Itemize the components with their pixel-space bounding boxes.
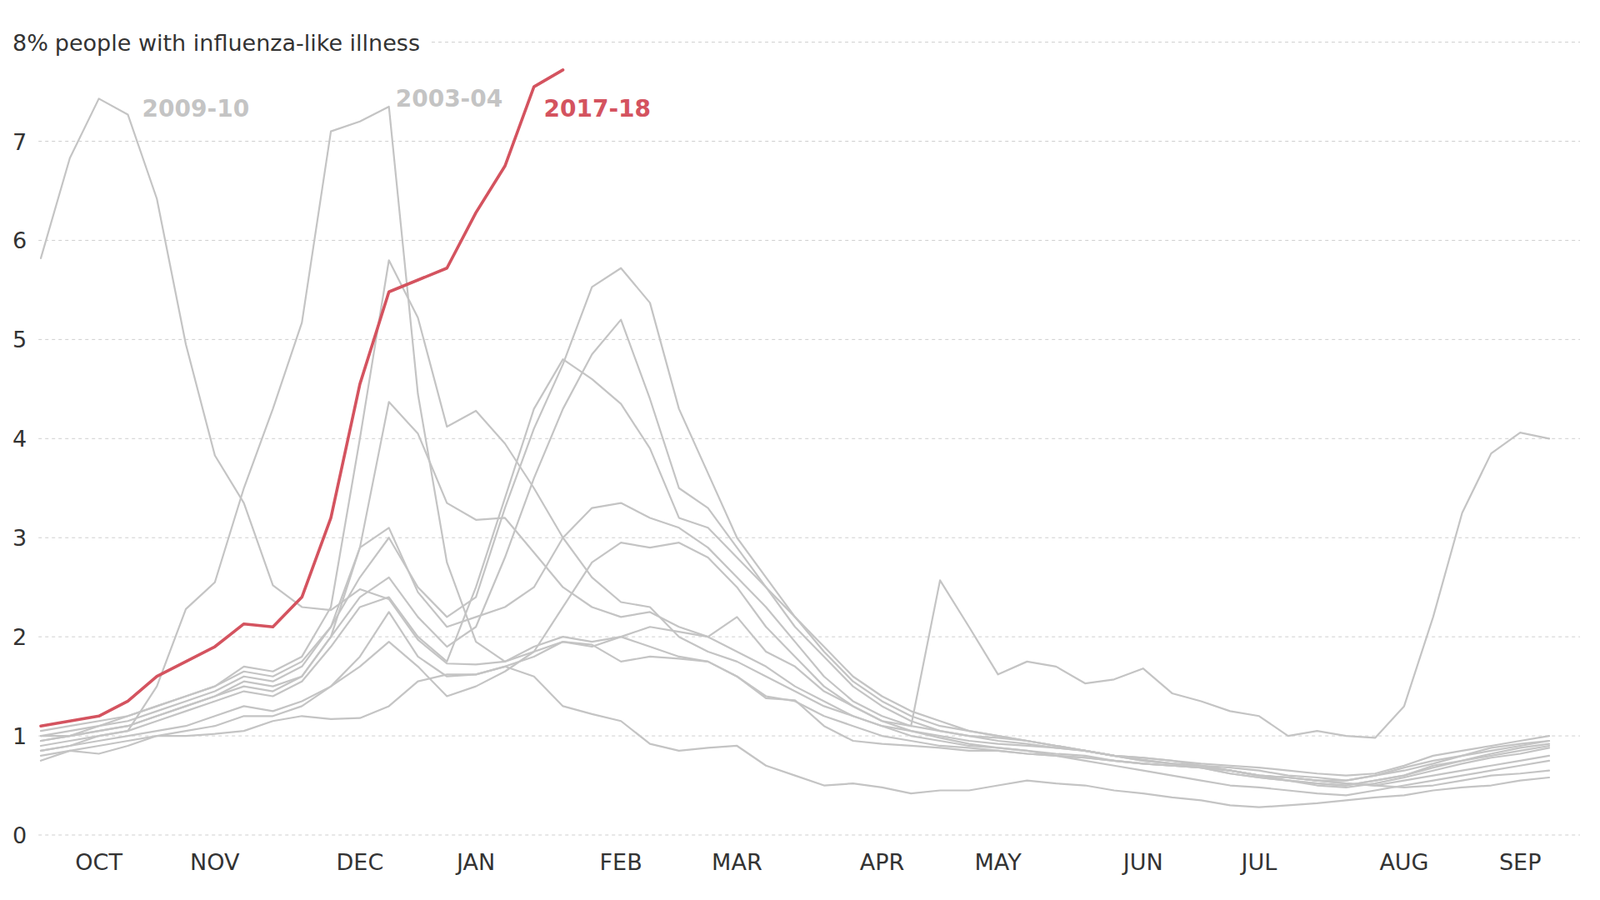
series-line bbox=[40, 432, 1550, 761]
y-tick-label: 1 bbox=[12, 723, 27, 750]
x-tick-label: JUL bbox=[1240, 849, 1278, 875]
x-tick-label: MAY bbox=[975, 849, 1023, 875]
x-tick-label: APR bbox=[860, 849, 905, 875]
x-tick-label: MAR bbox=[711, 849, 763, 875]
series-line bbox=[40, 268, 1550, 781]
x-tick-label: DEC bbox=[336, 849, 385, 875]
grid-line bbox=[38, 140, 1580, 142]
series-label: 2003-04 bbox=[395, 85, 504, 113]
series-line bbox=[40, 542, 1550, 795]
x-tick-label: AUG bbox=[1379, 849, 1429, 875]
y-tick-label: 2 bbox=[12, 624, 27, 650]
x-tick-label: JAN bbox=[455, 849, 495, 875]
series-line bbox=[40, 611, 1550, 807]
series-labels: 2009-10 2003-04 2017-18 bbox=[142, 85, 651, 123]
title: people with influenza-like illness bbox=[55, 30, 420, 56]
y-tick-label: 4 bbox=[12, 425, 27, 452]
grid-line bbox=[38, 438, 1580, 440]
grid-line bbox=[38, 835, 1580, 836]
x-axis: OCT NOV DEC JAN FEB MAR APR MAY JUN JUL AUG SEP bbox=[75, 849, 1541, 875]
x-tick-label: FEB bbox=[600, 849, 643, 875]
series-line bbox=[40, 503, 1550, 781]
y-tick-label: 8% bbox=[12, 30, 49, 56]
x-tick-label: JUN bbox=[1121, 849, 1164, 875]
grid bbox=[38, 42, 1580, 835]
plot-area bbox=[40, 70, 1550, 808]
grid-line bbox=[431, 41, 1580, 43]
series-line bbox=[40, 260, 1550, 775]
y-tick-label: 6 bbox=[12, 227, 27, 254]
y-tick-label: 3 bbox=[12, 525, 27, 551]
y-tick-label: 0 bbox=[12, 822, 27, 849]
y-tick-label: 7 bbox=[12, 129, 27, 155]
y-tick-label: 5 bbox=[12, 326, 27, 353]
chart: 0 1 2 3 4 5 6 7 8%people with influenza-like ill… bbox=[0, 0, 1600, 900]
series-line bbox=[40, 401, 1550, 785]
x-tick-label: NOV bbox=[190, 849, 240, 875]
grid-line bbox=[38, 339, 1580, 340]
x-tick-label: SEP bbox=[1499, 849, 1541, 875]
grid-line bbox=[38, 537, 1580, 539]
series-line bbox=[40, 106, 1550, 786]
grid-line bbox=[38, 636, 1580, 638]
series-line bbox=[40, 98, 1550, 788]
series-label: 2009-10 bbox=[142, 95, 250, 123]
series-label: 2017-18 bbox=[544, 95, 652, 123]
series-line bbox=[40, 70, 564, 726]
x-tick-label: OCT bbox=[75, 849, 123, 875]
grid-line bbox=[38, 240, 1580, 241]
